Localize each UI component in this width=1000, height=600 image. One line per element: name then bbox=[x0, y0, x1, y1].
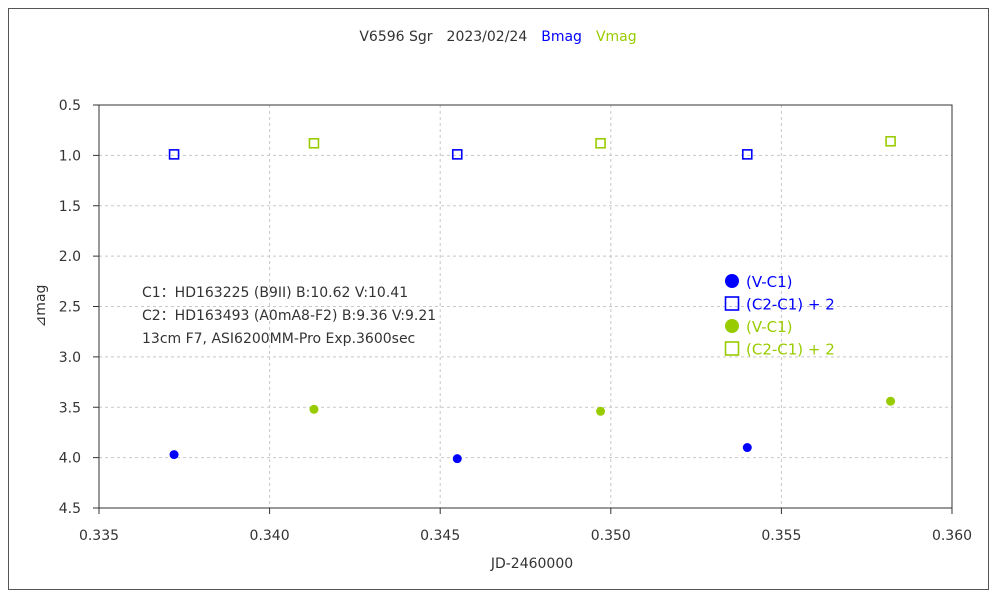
data-point-series-2 bbox=[596, 406, 606, 416]
data-point-series-3 bbox=[885, 135, 896, 147]
data-points bbox=[168, 135, 896, 464]
chart-title: V6596 Sgr 2023/02/24 Bmag Vmag bbox=[359, 29, 636, 45]
x-axis-label: JD-2460000 bbox=[490, 556, 573, 572]
legend-marker-3 bbox=[724, 341, 740, 356]
y-axis-ticks: 0.5 1.0 1.5 2.0 2.5 3.0 3.5 4.0 4.5 bbox=[59, 98, 99, 517]
annotation-line-equipment: 13cm F7, ASI6200MM-Pro Exp.3600sec bbox=[142, 331, 415, 347]
x-tick-label: 0.350 bbox=[591, 528, 631, 544]
x-axis-ticks: 0.335 0.340 0.345 0.350 0.355 0.360 bbox=[79, 508, 972, 544]
data-point-series-1 bbox=[451, 149, 463, 160]
legend-label-1: (C2-C1) + 2 bbox=[746, 296, 835, 314]
data-point-series-2 bbox=[886, 396, 896, 406]
y-tick-label: 0.5 bbox=[59, 98, 81, 114]
data-point-series-3 bbox=[308, 137, 320, 149]
data-point-series-0 bbox=[452, 454, 462, 464]
title-part-2: Bmag bbox=[541, 29, 582, 45]
annotation-line-c2: C2：HD163493 (A0mA8-F2) B:9.36 V:9.21 bbox=[142, 308, 436, 324]
title-part-3: Vmag bbox=[596, 29, 637, 45]
y-tick-label: 4.5 bbox=[59, 501, 81, 517]
data-point-series-0 bbox=[169, 450, 179, 460]
x-tick-label: 0.335 bbox=[79, 528, 119, 544]
legend-label-0: (V-C1) bbox=[746, 273, 793, 291]
data-point-series-2 bbox=[309, 404, 319, 414]
legend-label-3: (C2-C1) + 2 bbox=[746, 341, 835, 359]
data-point-series-3 bbox=[595, 137, 606, 149]
x-tick-label: 0.340 bbox=[250, 528, 290, 544]
y-tick-label: 3.5 bbox=[59, 400, 81, 416]
y-tick-label: 2.0 bbox=[59, 249, 81, 265]
title-part-1: 2023/02/24 bbox=[447, 29, 528, 45]
x-tick-label: 0.355 bbox=[761, 528, 801, 544]
legend: (V-C1) (C2-C1) + 2 (V-C1) (C2-C1) + 2 bbox=[724, 273, 835, 359]
legend-marker-1 bbox=[724, 296, 740, 311]
legend-label-2: (V-C1) bbox=[746, 318, 793, 336]
y-tick-label: 4.0 bbox=[59, 451, 81, 467]
y-tick-label: 2.5 bbox=[59, 300, 81, 316]
legend-marker-0 bbox=[725, 274, 739, 288]
data-point-series-0 bbox=[742, 443, 752, 453]
annotation-line-c1: C1：HD163225 (B9II) B:10.62 V:10.41 bbox=[142, 285, 408, 301]
x-tick-label: 0.360 bbox=[932, 528, 972, 544]
data-point-series-1 bbox=[741, 149, 753, 160]
y-tick-label: 1.5 bbox=[59, 199, 81, 215]
x-tick-label: 0.345 bbox=[420, 528, 460, 544]
data-point-series-1 bbox=[168, 149, 180, 160]
y-tick-label: 1.0 bbox=[59, 148, 81, 164]
annotation-box: C1：HD163225 (B9II) B:10.62 V:10.41 C2：HD… bbox=[142, 285, 436, 347]
legend-marker-2 bbox=[725, 319, 739, 333]
title-part-0: V6596 Sgr bbox=[359, 29, 432, 45]
grid bbox=[99, 105, 952, 508]
y-tick-label: 3.0 bbox=[59, 350, 81, 366]
y-axis-label: ⊿mag bbox=[33, 285, 49, 328]
